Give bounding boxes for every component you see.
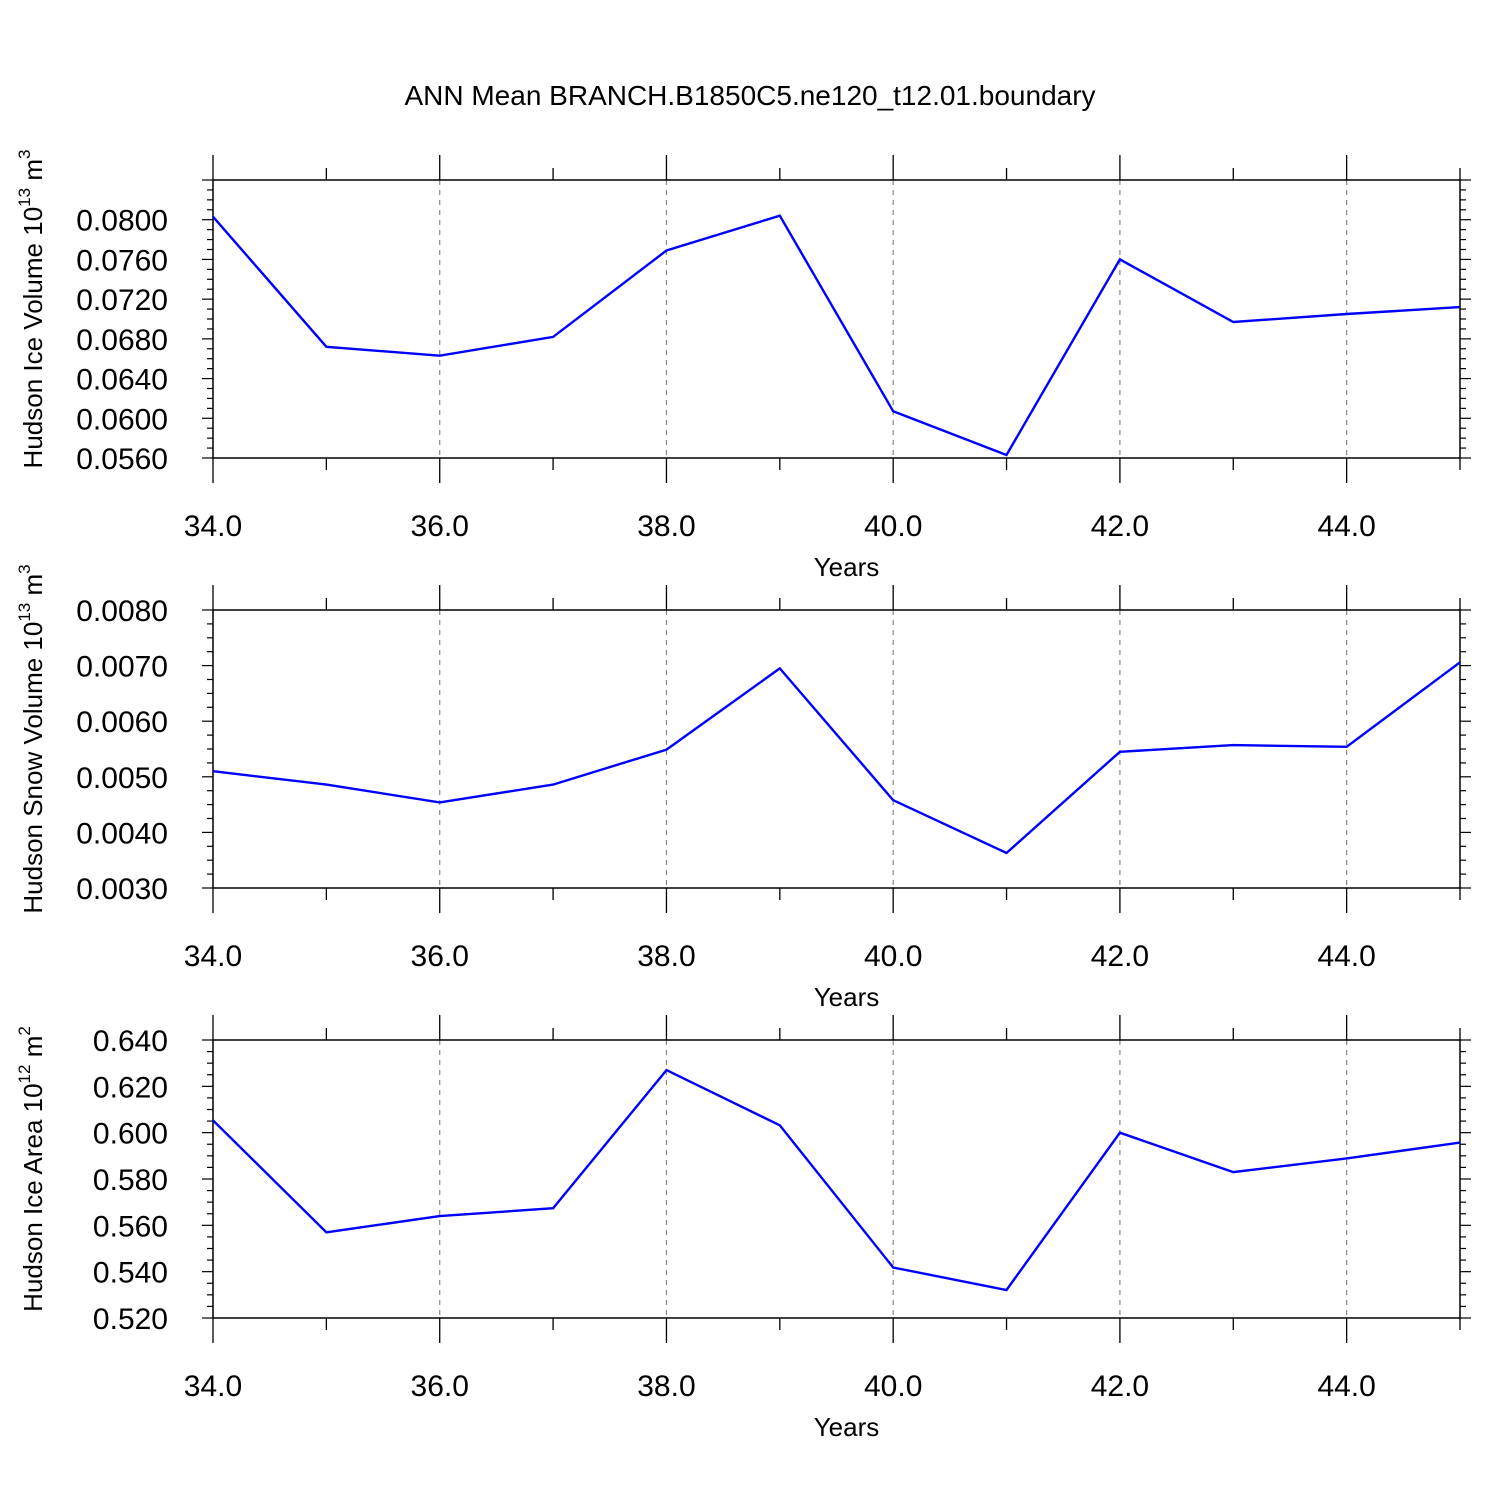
y-tick-label: 0.0760 [76, 244, 168, 277]
x-tick-label: 36.0 [411, 1370, 469, 1403]
x-tick-label: 34.0 [184, 510, 242, 543]
panel-ice-area: 34.0 36.0 38.0 40.0 42.0 44.0 Years 0.520 0.540 0… [15, 1015, 1471, 1442]
y-tick-label: 0.560 [93, 1210, 168, 1243]
x-tick-label: 44.0 [1317, 1370, 1375, 1403]
y-tick-label: 0.0720 [76, 284, 168, 317]
chart-title: ANN Mean BRANCH.B1850C5.ne120_t12.01.bou… [404, 80, 1096, 111]
y-tick-label: 0.0060 [76, 706, 168, 739]
x-tick-label: 40.0 [864, 940, 922, 973]
y-tick-label: 0.0070 [76, 651, 168, 684]
x-tick-label: 36.0 [411, 510, 469, 543]
series-line [212, 1068, 1461, 1292]
plot-frame [212, 1039, 1461, 1319]
y-tick-label: 0.600 [93, 1118, 168, 1151]
series-line [212, 661, 1461, 855]
y-tick-label: 0.640 [93, 1025, 168, 1058]
y-tick-label: 0.520 [93, 1303, 168, 1336]
x-tick-label: 42.0 [1091, 940, 1149, 973]
x-tick-label: 44.0 [1317, 940, 1375, 973]
y-tick-label: 0.0080 [76, 595, 168, 628]
x-tick-label: 38.0 [637, 1370, 695, 1403]
y-axis-label: Hudson Ice Area 1012 m2 [15, 1026, 48, 1312]
plot-frame [212, 609, 1461, 889]
y-axis-label: Hudson Snow Volume 1013 m3 [15, 564, 48, 913]
x-tick-label: 34.0 [184, 1370, 242, 1403]
y-tick-label: 0.0640 [76, 364, 168, 397]
x-tick-label: 40.0 [864, 510, 922, 543]
x-tick-label: 36.0 [411, 940, 469, 973]
panel-snow-volume: 34.0 36.0 38.0 40.0 42.0 44.0 Years 0.0030 0.004… [15, 564, 1471, 1012]
series-line [212, 214, 1461, 457]
y-axis-label: Hudson Ice Volume 1013 m3 [15, 150, 48, 469]
y-tick-label: 0.580 [93, 1164, 168, 1197]
y-tick-label: 0.0030 [76, 873, 168, 906]
y-tick-label: 0.620 [93, 1071, 168, 1104]
x-axis-label: Years [814, 982, 880, 1012]
y-tick-label: 0.0050 [76, 762, 168, 795]
x-tick-label: 38.0 [637, 940, 695, 973]
panel-ice-volume: 34.0 36.0 38.0 40.0 42.0 44.0 Years 0.0560 0.060… [15, 150, 1471, 582]
y-tick-label: 0.540 [93, 1257, 168, 1290]
x-axis-label: Years [814, 552, 880, 582]
x-tick-label: 42.0 [1091, 1370, 1149, 1403]
y-tick-label: 0.0560 [76, 443, 168, 476]
y-tick-label: 0.0680 [76, 324, 168, 357]
x-tick-label: 42.0 [1091, 510, 1149, 543]
x-axis-label: Years [814, 1412, 880, 1442]
y-tick-label: 0.0040 [76, 817, 168, 850]
x-tick-label: 44.0 [1317, 510, 1375, 543]
x-tick-label: 38.0 [637, 510, 695, 543]
y-tick-label: 0.0800 [76, 205, 168, 238]
y-tick-label: 0.0600 [76, 403, 168, 436]
x-tick-label: 34.0 [184, 940, 242, 973]
x-tick-label: 40.0 [864, 1370, 922, 1403]
